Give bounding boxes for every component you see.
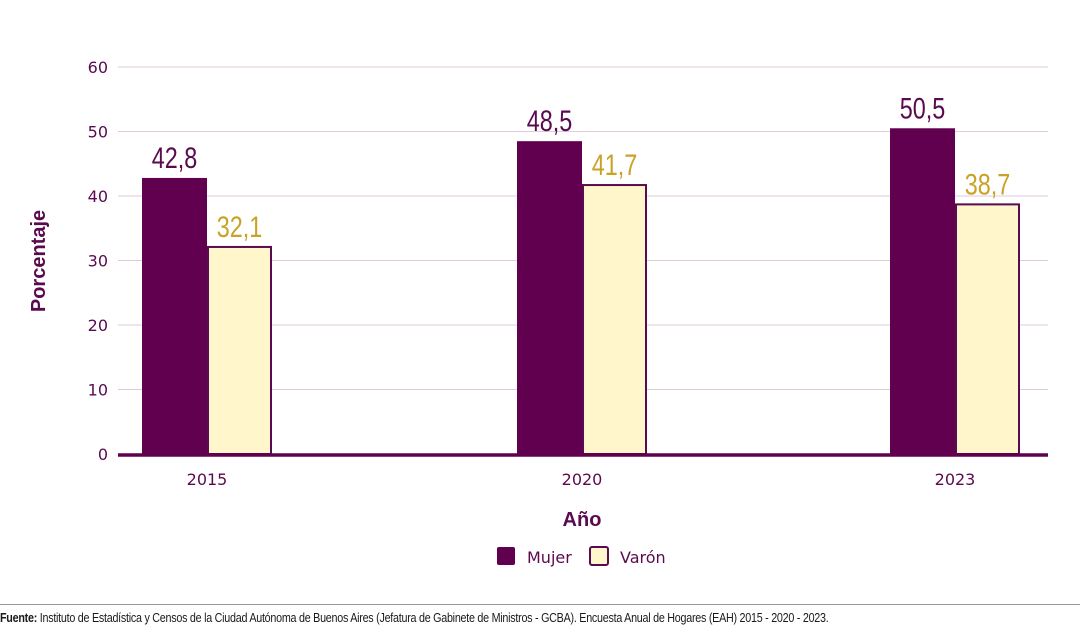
y-axis-ticks: 0 10 20 30 40 50 60	[88, 58, 108, 464]
x-tick-label: 2020	[562, 470, 603, 489]
data-label: 32,1	[217, 210, 263, 243]
y-tick-label: 40	[88, 187, 108, 206]
y-tick-label: 30	[88, 252, 108, 271]
data-label: 48,5	[527, 104, 573, 137]
legend-swatch-varon	[589, 546, 609, 566]
y-tick-label: 20	[88, 316, 108, 335]
source-text: Instituto de Estadística y Censos de la …	[37, 611, 829, 625]
y-axis-title: Porcentaje	[28, 210, 50, 312]
x-tick-label: 2023	[935, 470, 976, 489]
bar-mujer-2015	[142, 177, 207, 454]
x-axis-ticks: 2015 2020 2023	[187, 470, 976, 489]
bar-mujer-2020	[517, 141, 582, 455]
y-tick-label: 0	[98, 445, 108, 464]
y-tick-label: 10	[88, 381, 108, 400]
bars	[142, 128, 1020, 455]
source-label: Fuente:	[0, 611, 38, 625]
data-labels: 42,8 32,1 48,5 41,7 50,5 38,7	[152, 92, 1011, 244]
legend-label: Varón	[620, 548, 666, 567]
bar-varon-2015	[207, 245, 272, 455]
data-label: 50,5	[900, 92, 946, 125]
data-label: 41,7	[592, 148, 638, 181]
y-tick-label: 50	[88, 123, 108, 142]
legend-label: Mujer	[527, 548, 572, 567]
source-note: Fuente: Instituto de Estadística y Censo…	[0, 611, 929, 625]
legend: Mujer Varón	[497, 546, 666, 567]
bar-chart: 0 10 20 30 40 50 60 42,8 32,1 48,5 41,7 50,5 38,7 2…	[28, 58, 1048, 567]
x-tick-label: 2015	[187, 470, 228, 489]
bar-mujer-2023	[890, 128, 955, 454]
bar-varon-2023	[955, 203, 1020, 455]
y-tick-label: 60	[88, 58, 108, 77]
legend-swatch-mujer	[497, 547, 515, 565]
data-label: 42,8	[152, 141, 198, 174]
footer-divider	[0, 604, 1080, 605]
bar-varon-2020	[582, 184, 647, 455]
x-axis-title: Año	[563, 509, 602, 531]
data-label: 38,7	[965, 168, 1011, 201]
